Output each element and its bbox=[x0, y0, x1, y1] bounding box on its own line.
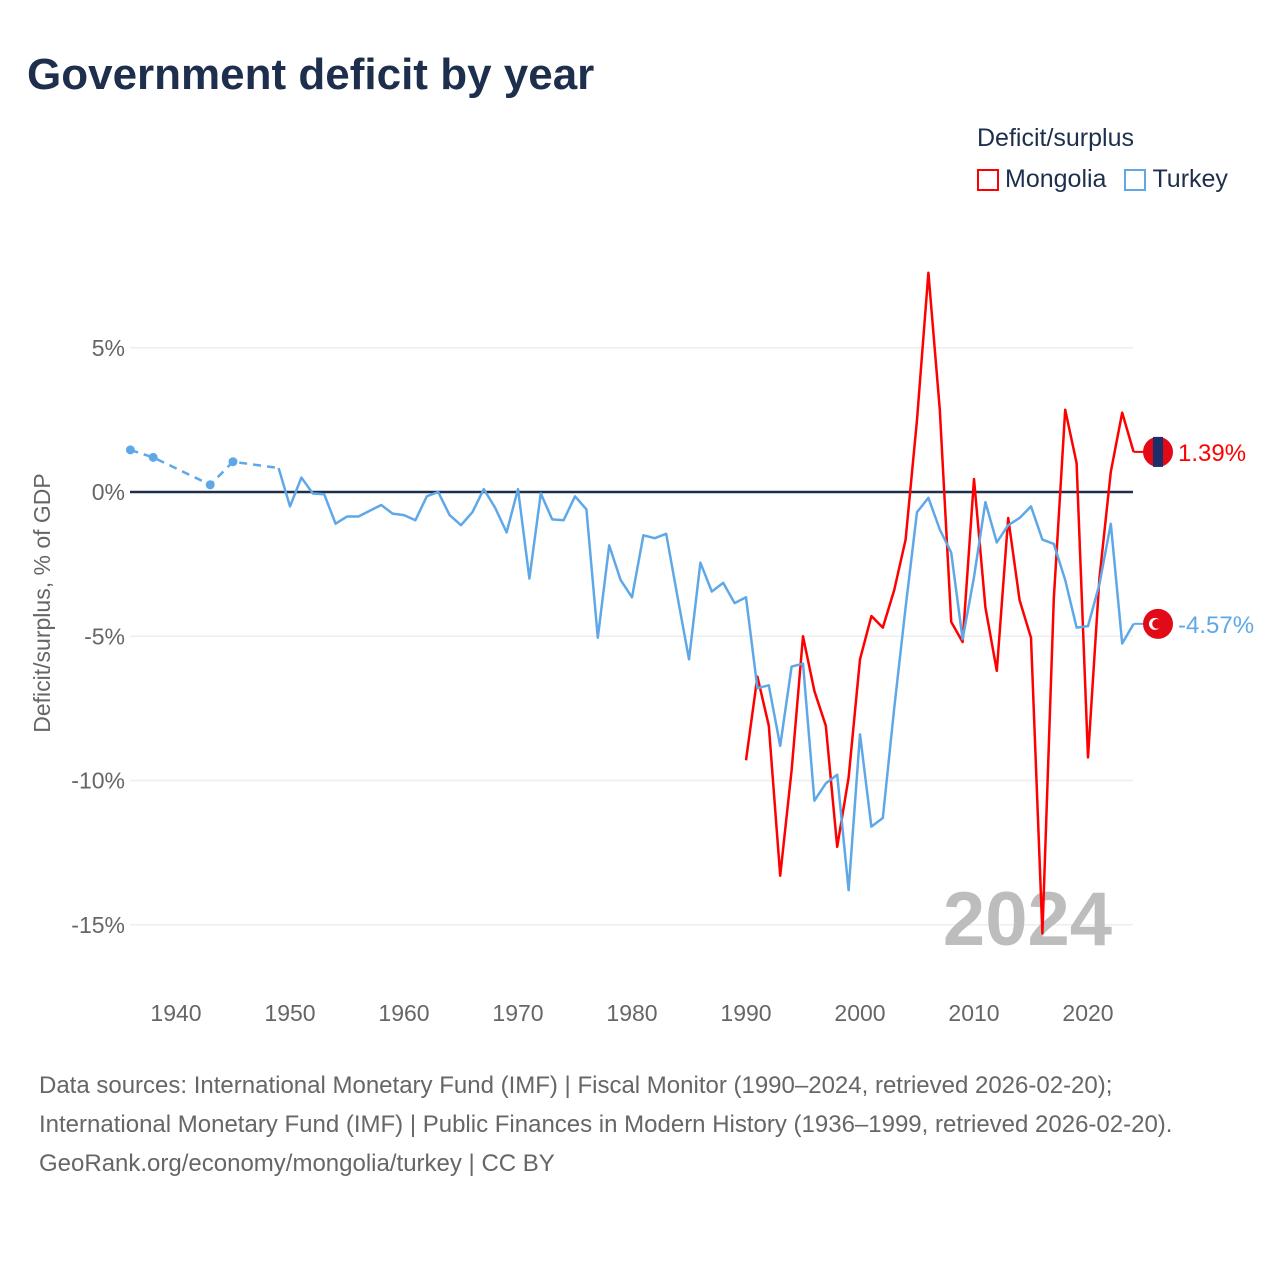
y-tick-label: 5% bbox=[92, 335, 125, 361]
legend-label: Turkey bbox=[1152, 165, 1228, 193]
legend-swatch-mongolia bbox=[977, 168, 999, 191]
year-watermark: 2024 bbox=[943, 877, 1112, 962]
y-axis-label: Deficit/surplus, % of GDP bbox=[29, 473, 55, 732]
y-tick-label: 0% bbox=[92, 479, 125, 505]
mongolia-end-label: 1.39% bbox=[1178, 440, 1246, 467]
x-tick-label: 1980 bbox=[606, 1000, 657, 1026]
legend-swatch-turkey bbox=[1124, 168, 1147, 191]
turkey-line bbox=[277, 467, 1135, 892]
legend: Mongolia Turkey bbox=[977, 165, 1228, 194]
y-tick-label: -5% bbox=[84, 623, 125, 649]
y-tick-label: -15% bbox=[71, 912, 125, 938]
turkey-end-label: -4.57% bbox=[1178, 612, 1254, 639]
x-tick-label: 2010 bbox=[948, 1000, 999, 1026]
turkey-data-point bbox=[125, 445, 135, 455]
turkey-data-point bbox=[205, 480, 215, 490]
x-tick-label: 1960 bbox=[378, 1000, 429, 1026]
turkey-flag-crescent-inner bbox=[1152, 619, 1162, 629]
footer: Data sources: International Monetary Fun… bbox=[39, 1066, 1239, 1183]
x-tick-label: 1940 bbox=[150, 1000, 201, 1026]
mongolia-flag-stripe bbox=[1153, 436, 1163, 467]
legend-title: Deficit/surplus bbox=[977, 124, 1134, 152]
y-tick-label: -10% bbox=[71, 768, 125, 794]
mongolia-line bbox=[744, 271, 1135, 935]
x-tick-label: 2020 bbox=[1062, 1000, 1113, 1026]
legend-label: Mongolia bbox=[1005, 165, 1107, 193]
x-tick-label: 1970 bbox=[492, 1000, 543, 1026]
line-chart: 5% 0% -5% -10% -15% 1940 1950 1960 1970 1980 1990 2… bbox=[29, 271, 1254, 1026]
x-tick-label: 1990 bbox=[720, 1000, 771, 1026]
data-sources: Data sources: International Monetary Fun… bbox=[39, 1072, 1173, 1138]
credit-link[interactable]: GeoRank.org/economy/mongolia/turkey | CC… bbox=[39, 1150, 555, 1177]
x-tick-label: 2000 bbox=[834, 1000, 885, 1026]
chart-title: Government deficit by year bbox=[27, 50, 595, 99]
legend-item-mongolia[interactable]: Mongolia bbox=[977, 165, 1106, 194]
turkey-data-point bbox=[148, 452, 158, 462]
legend-item-turkey[interactable]: Turkey bbox=[1124, 165, 1228, 194]
turkey-data-point bbox=[228, 457, 238, 467]
x-tick-label: 1950 bbox=[264, 1000, 315, 1026]
